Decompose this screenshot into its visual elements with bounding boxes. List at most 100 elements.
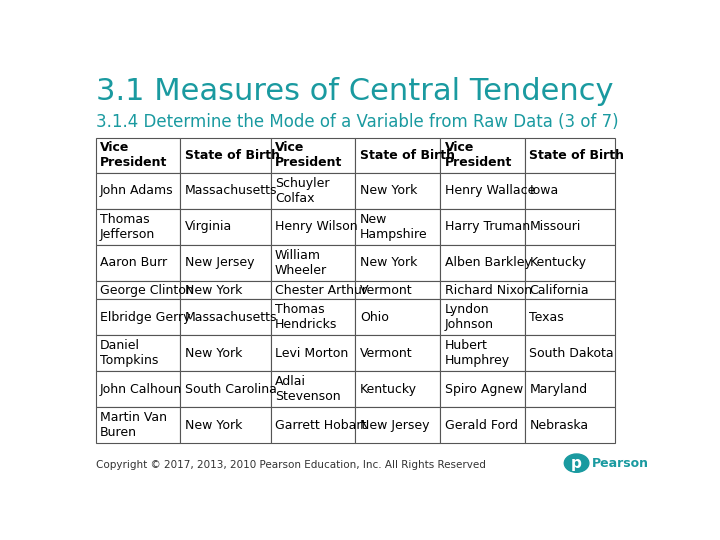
Bar (96, 209, 180, 245)
Bar (180, 371, 271, 407)
Text: New York: New York (360, 256, 417, 269)
Text: Lyndon
Johnson: Lyndon Johnson (444, 303, 493, 331)
Bar (525, 245, 615, 281)
Text: Adlai
Stevenson: Adlai Stevenson (275, 375, 341, 403)
Text: William
Wheeler: William Wheeler (275, 249, 327, 277)
Bar (525, 209, 615, 245)
Bar (180, 407, 271, 443)
Text: Massachusetts: Massachusetts (185, 185, 277, 198)
Bar (271, 281, 356, 299)
Text: Martin Van
Buren: Martin Van Buren (100, 411, 167, 439)
Text: Thomas
Hendricks: Thomas Hendricks (275, 303, 338, 331)
Bar (356, 281, 440, 299)
Bar (180, 335, 271, 371)
Text: Elbridge Gerry: Elbridge Gerry (100, 310, 191, 323)
Text: Henry Wilson: Henry Wilson (275, 220, 358, 233)
Text: Copyright © 2017, 2013, 2010 Pearson Education, Inc. All Rights Reserved: Copyright © 2017, 2013, 2010 Pearson Edu… (96, 460, 485, 470)
Bar (356, 138, 440, 173)
Text: Kentucky: Kentucky (360, 383, 417, 396)
Text: Vice
President: Vice President (275, 141, 343, 169)
Text: California: California (529, 284, 589, 296)
Bar (440, 299, 525, 335)
Text: Ohio: Ohio (360, 310, 389, 323)
Text: Schuyler
Colfax: Schuyler Colfax (275, 177, 330, 205)
Bar (271, 138, 356, 173)
Text: Garrett Hobart: Garrett Hobart (275, 418, 366, 431)
Bar (440, 138, 525, 173)
Text: 3.1.4 Determine the Mode of a Variable from Raw Data (3 of 7): 3.1.4 Determine the Mode of a Variable f… (96, 113, 618, 131)
Text: Chester Arthur: Chester Arthur (275, 284, 367, 296)
Text: Iowa: Iowa (529, 185, 559, 198)
Text: Pearson: Pearson (593, 457, 649, 470)
Bar (440, 407, 525, 443)
Text: New Jersey: New Jersey (185, 256, 254, 269)
Text: Gerald Ford: Gerald Ford (444, 418, 518, 431)
Bar (271, 209, 356, 245)
Text: Texas: Texas (529, 310, 564, 323)
Text: New York: New York (185, 347, 242, 360)
Bar (356, 407, 440, 443)
Bar (271, 245, 356, 281)
Bar (271, 407, 356, 443)
Bar (96, 138, 180, 173)
Text: Maryland: Maryland (529, 383, 588, 396)
Bar (180, 138, 271, 173)
Text: Missouri: Missouri (529, 220, 581, 233)
Bar (180, 281, 271, 299)
Bar (440, 371, 525, 407)
Bar (525, 335, 615, 371)
Bar (525, 407, 615, 443)
Bar (440, 245, 525, 281)
Text: South Carolina: South Carolina (185, 383, 276, 396)
Bar (180, 299, 271, 335)
Text: New York: New York (360, 185, 417, 198)
Bar (525, 173, 615, 209)
Text: State of Birth: State of Birth (529, 148, 624, 162)
Text: George Clinton: George Clinton (100, 284, 194, 296)
Text: Vice
President: Vice President (444, 141, 512, 169)
Text: Kentucky: Kentucky (529, 256, 586, 269)
Bar (96, 407, 180, 443)
Text: Massachusetts: Massachusetts (185, 310, 277, 323)
Bar (96, 371, 180, 407)
Text: Levi Morton: Levi Morton (275, 347, 348, 360)
Bar (525, 299, 615, 335)
Text: 3.1 Measures of Central Tendency: 3.1 Measures of Central Tendency (96, 77, 613, 106)
Text: New
Hampshire: New Hampshire (360, 213, 428, 241)
Bar (525, 281, 615, 299)
Bar (271, 335, 356, 371)
Bar (440, 209, 525, 245)
Bar (271, 173, 356, 209)
Bar (96, 335, 180, 371)
Text: Nebraska: Nebraska (529, 418, 588, 431)
Circle shape (564, 454, 589, 472)
Text: Alben Barkley: Alben Barkley (444, 256, 531, 269)
Bar (96, 299, 180, 335)
Text: Harry Truman: Harry Truman (444, 220, 530, 233)
Bar (525, 138, 615, 173)
Bar (356, 371, 440, 407)
Text: Thomas
Jefferson: Thomas Jefferson (100, 213, 156, 241)
Bar (525, 371, 615, 407)
Bar (96, 245, 180, 281)
Text: Henry Wallace: Henry Wallace (444, 185, 535, 198)
Bar (271, 371, 356, 407)
Text: John Adams: John Adams (100, 185, 174, 198)
Text: Richard Nixon: Richard Nixon (444, 284, 531, 296)
Bar (356, 335, 440, 371)
Text: John Calhoun: John Calhoun (100, 383, 182, 396)
Text: New Jersey: New Jersey (360, 418, 429, 431)
Text: Vermont: Vermont (360, 347, 413, 360)
Bar (356, 209, 440, 245)
Bar (440, 173, 525, 209)
Text: Vermont: Vermont (360, 284, 413, 296)
Text: Virginia: Virginia (185, 220, 232, 233)
Text: Vice
President: Vice President (100, 141, 168, 169)
Text: p: p (571, 456, 582, 471)
Bar (271, 299, 356, 335)
Text: Spiro Agnew: Spiro Agnew (444, 383, 523, 396)
Text: South Dakota: South Dakota (529, 347, 614, 360)
Bar (180, 173, 271, 209)
Bar (440, 335, 525, 371)
Text: Daniel
Tompkins: Daniel Tompkins (100, 339, 158, 367)
